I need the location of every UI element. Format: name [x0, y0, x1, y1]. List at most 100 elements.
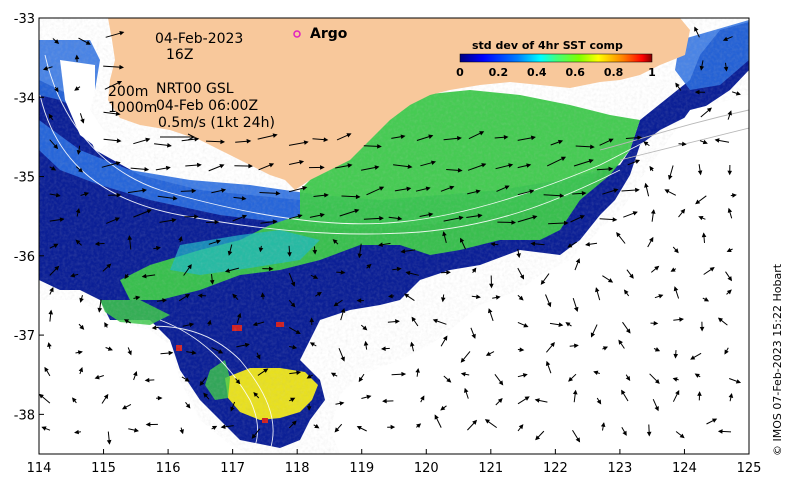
current-vector-head [74, 54, 80, 60]
current-vector-head [241, 196, 247, 201]
current-vector-head [232, 293, 238, 299]
current-vector-head [407, 164, 413, 169]
current-vector-head [355, 194, 361, 200]
current-vector-head [104, 322, 109, 328]
colorbar-tick-label: 0.4 [527, 66, 547, 79]
x-tick-label: 117 [220, 461, 245, 476]
current-vector-head [207, 319, 212, 325]
current-vector-head [49, 286, 54, 293]
current-vector-head [590, 332, 596, 338]
current-vector-head [420, 395, 425, 401]
current-vector-head [251, 433, 257, 439]
current-vector-head [508, 163, 514, 168]
current-vector-head [319, 212, 325, 218]
current-vector-head [347, 163, 353, 168]
current-vector-head [650, 209, 656, 214]
current-vector-head [503, 135, 509, 140]
current-vector-head [287, 252, 292, 257]
current-vector-head [70, 272, 76, 278]
current-vector-head [330, 372, 337, 377]
current-vector-head [241, 214, 248, 220]
current-vector-head [178, 236, 183, 242]
current-vector-head [144, 167, 150, 172]
current-vector-head [565, 322, 571, 327]
current-vector-head [727, 276, 733, 282]
current-vector-head [333, 301, 339, 307]
current-vector-head [726, 289, 732, 295]
current-vector-head [377, 144, 382, 149]
colorbar-tick-label: 1 [648, 66, 656, 79]
current-vector-head [53, 144, 59, 150]
x-tick-label: 119 [349, 461, 374, 476]
current-vector-head [135, 295, 141, 301]
current-vector-head [334, 427, 340, 433]
current-vector-head [524, 396, 530, 401]
current-vector-head [378, 186, 385, 191]
current-vector-head [252, 321, 258, 327]
current-vector-head [346, 133, 352, 138]
current-vector-head [354, 208, 360, 214]
current-vector-head [428, 212, 434, 217]
current-vector-head [460, 372, 466, 377]
current-vector-head [272, 133, 278, 138]
current-vector-head [185, 403, 191, 409]
current-vector-head [704, 297, 710, 302]
argo-marker [293, 30, 301, 38]
colorbar-tick-label: 0.2 [489, 66, 509, 79]
current-vector-head [144, 377, 150, 383]
current-vector-head [401, 371, 407, 377]
current-vector-head [115, 111, 121, 117]
current-vector-head [557, 139, 564, 145]
current-vector-head [395, 319, 400, 324]
current-vector-head [654, 406, 659, 412]
current-vector-head [449, 185, 455, 191]
current-vector-head [196, 162, 202, 168]
current-vector-head [323, 137, 329, 142]
current-vector-head [124, 274, 130, 280]
current-vector-head [396, 266, 402, 272]
current-vector-head [292, 344, 298, 350]
current-vector-head [446, 270, 451, 275]
current-vector-head [460, 357, 466, 363]
current-vector-head [390, 424, 396, 430]
current-vector-head [694, 373, 700, 378]
current-vector-head [672, 377, 678, 382]
current-vector-head [679, 433, 685, 439]
current-vector-head [142, 188, 147, 193]
current-vector-head [39, 393, 44, 399]
current-vector-head [731, 193, 737, 198]
current-vector-head [44, 366, 49, 372]
current-vector-head [727, 110, 732, 116]
current-vector-head [622, 430, 627, 436]
current-vector-head [530, 135, 536, 141]
current-vector-head [227, 250, 233, 256]
current-vector-head [613, 188, 619, 193]
map-plot-area [39, 18, 749, 454]
current-vector-head [653, 320, 659, 326]
current-vector-head [314, 423, 320, 429]
current-vector-head [299, 160, 305, 165]
current-vector-head [546, 302, 552, 308]
current-vector-head [356, 425, 362, 431]
current-vector-head [290, 397, 296, 402]
current-vector-head [184, 377, 190, 382]
current-vector-head [428, 134, 434, 139]
current-vector-head [459, 237, 465, 243]
current-vector-head [47, 342, 52, 348]
current-vector-head [475, 189, 481, 194]
current-vector-head [123, 319, 130, 324]
current-vector-head [80, 118, 85, 124]
credit-label: © IMOS 07-Feb-2023 15:22 Hobart [771, 263, 784, 456]
current-vector-head [76, 149, 82, 155]
current-vector-head [699, 65, 705, 71]
colorbar-tick-label: 0.6 [565, 66, 585, 79]
current-vector-head [612, 217, 618, 222]
current-vector-head [382, 398, 387, 404]
current-vector-head [78, 167, 84, 173]
current-vector-head [54, 87, 59, 93]
current-vector-head [560, 156, 566, 161]
current-vector-head [54, 265, 60, 271]
current-vector-head [625, 375, 631, 382]
current-vector-head [162, 298, 168, 303]
current-vector-head [297, 214, 303, 219]
